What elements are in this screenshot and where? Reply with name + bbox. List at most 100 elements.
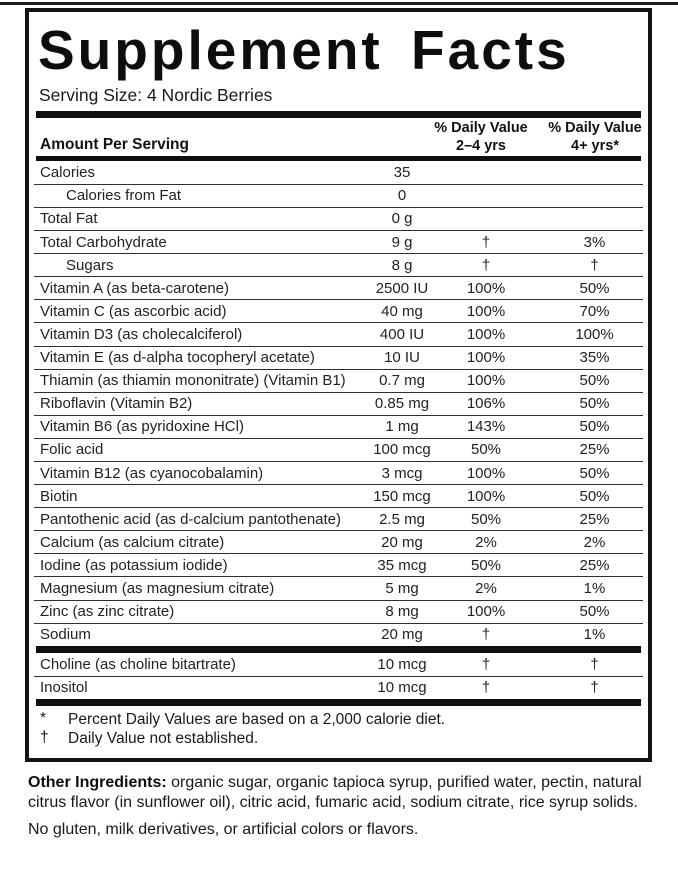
thick-rule-top (36, 111, 641, 119)
thick-rule-bottom (36, 698, 641, 706)
nutrient-name: Vitamin D3 (as cholecalciferol) (40, 325, 243, 343)
dv-4plus-value: 25% (579, 441, 610, 459)
dv-2-4-value: 100% (466, 279, 506, 297)
nutrient-amount: 10 mcg (377, 679, 427, 697)
nutrient-amount: 3 mcg (381, 464, 423, 482)
dv-2-4-value: 2% (475, 579, 497, 597)
nutrient-name: Zinc (as zinc citrate) (40, 603, 175, 621)
dv-4plus-value: 50% (579, 603, 610, 621)
dv-2-4-value: † (481, 655, 491, 673)
panel-title: Supplement Facts (38, 19, 570, 81)
other-ingredients-label: Other Ingredients: (28, 774, 167, 791)
daily-value-header-4plus: % Daily Value 4+ yrs* (548, 120, 642, 154)
dv-2-4-value: 106% (466, 395, 506, 413)
dv-2-4-value: 50% (470, 556, 502, 574)
nutrient-amount: 150 mcg (373, 487, 431, 505)
dv-2-4-value: 100% (466, 349, 506, 367)
nutrient-name: Biotin (40, 487, 78, 505)
nutrient-name: Folic acid (40, 441, 104, 459)
dv-4plus-value: 3% (583, 233, 606, 251)
nutrient-amount: 400 IU (379, 325, 425, 343)
nutrient-name: Vitamin C (as ascorbic acid) (40, 302, 227, 320)
dv-2-4-value: 143% (466, 418, 506, 436)
daily-value-header-2-4yrs: % Daily Value 2–4 yrs (434, 120, 528, 154)
nutrient-table-secondary: Choline (as choline bitartrate) 10 mcg † † I… (34, 653, 643, 699)
nutrient-name: Vitamin B6 (as pyridoxine HCl) (40, 418, 244, 436)
dv-4plus-value: 50% (579, 464, 610, 482)
nutrient-amount: 35 (393, 163, 411, 181)
nutrient-amount: 0.85 mg (374, 395, 430, 413)
nutrient-amount: 10 mcg (377, 655, 427, 673)
amount-per-serving-header: Amount Per Serving (40, 136, 189, 154)
table-row: Calories 35 (34, 161, 643, 184)
dv-4plus-value: 35% (579, 349, 610, 367)
nutrient-name: Total Fat (40, 210, 98, 228)
nutrient-amount: 20 mg (381, 626, 423, 644)
dv-2-4-value: 50% (470, 510, 502, 528)
serving-size: Serving Size: 4 Nordic Berries (39, 85, 273, 106)
nutrient-amount: 0 (397, 187, 407, 205)
dv-4plus-value: 50% (579, 418, 610, 436)
dv-4plus-value: 50% (579, 279, 610, 297)
dv-4plus-value: 50% (579, 487, 610, 505)
table-row: Vitamin C (as ascorbic acid) 40 mg 100% 70% (34, 299, 643, 322)
dv-2-4-value: 100% (466, 487, 506, 505)
table-row: Zinc (as zinc citrate) 8 mg 100% 50% (34, 599, 643, 623)
dv-2-4-value: 100% (466, 372, 506, 390)
nutrient-name: Vitamin B12 (as cyanocobalamin) (40, 464, 264, 482)
table-row: Sugars 8 g † † (34, 253, 643, 276)
table-row: Folic acid 100 mcg 50% 25% (34, 437, 643, 461)
dv-4plus-value: 1% (583, 579, 606, 597)
table-row: Pantothenic acid (as d-calcium pantothen… (34, 507, 643, 530)
nutrient-amount: 8 mg (385, 603, 419, 621)
dv-2-4-value: 100% (466, 464, 506, 482)
nutrient-name: Thiamin (as thiamin mononitrate) (Vitami… (40, 372, 346, 390)
nutrient-table-main: Calories 35 Calories from Fat 0 Total Fat 0 g… (34, 161, 643, 646)
label-top-edge-line (0, 2, 678, 5)
nutrient-amount: 2500 IU (375, 279, 429, 297)
dv-2-4-value: 100% (466, 302, 506, 320)
nutrient-amount: 35 mcg (377, 556, 427, 574)
nutrient-amount: 0.7 mg (379, 372, 425, 390)
dv-4plus-value: 50% (579, 395, 610, 413)
table-row: Vitamin B12 (as cyanocobalamin) 3 mcg 100%… (34, 460, 643, 484)
nutrient-name: Iodine (as potassium iodide) (40, 556, 228, 574)
table-row: Vitamin B6 (as pyridoxine HCl) 1 mg 143% 50… (34, 414, 643, 438)
nutrient-name: Riboflavin (Vitamin B2) (40, 395, 193, 413)
table-row: Inositol 10 mcg † † (34, 675, 643, 699)
table-row: Total Carbohydrate 9 g † 3% (34, 230, 643, 253)
nutrient-name: Sodium (40, 626, 91, 644)
dv-4plus-value: † (590, 256, 599, 274)
table-row: Calories from Fat 0 (34, 183, 643, 207)
table-row: Thiamin (as thiamin mononitrate) (Vitami… (34, 368, 643, 392)
nutrient-name: Sugars (66, 256, 114, 274)
dv-2-4-value: † (481, 626, 491, 644)
nutrient-name: Vitamin E (as d-alpha tocopheryl acetate… (40, 349, 315, 367)
below-panel-text: Other Ingredients: organic sugar, organi… (28, 773, 652, 840)
nutrient-name: Calories from Fat (66, 187, 182, 205)
nutrient-name: Pantothenic acid (as d-calcium pantothen… (40, 510, 342, 528)
dv-2-4-value: 50% (470, 441, 502, 459)
other-ingredients: Other Ingredients: organic sugar, organi… (28, 773, 652, 812)
footnote-asterisk: * Percent Daily Values are based on a 2,… (40, 709, 446, 728)
dv-2-4-value: 100% (466, 603, 506, 621)
dv-4plus-value: 70% (579, 302, 610, 320)
dv-4plus-value: † (590, 655, 599, 673)
dv-4plus-value: 25% (579, 510, 610, 528)
nutrient-amount: 2.5 mg (379, 510, 425, 528)
table-row: Calcium (as calcium citrate) 20 mg 2% 2% (34, 530, 643, 553)
dv-2-4-value: 100% (466, 325, 506, 343)
nutrient-amount: 40 mg (381, 302, 423, 320)
dv-4plus-value: 1% (583, 626, 606, 644)
nutrient-amount: 9 g (391, 233, 413, 251)
supplement-facts-panel: Supplement Facts Serving Size: 4 Nordic … (25, 8, 652, 762)
nutrient-name: Vitamin A (as beta-carotene) (40, 279, 229, 297)
thick-rule-mid (36, 645, 641, 653)
nutrient-amount: 20 mg (381, 533, 423, 551)
nutrient-amount: 5 mg (385, 579, 419, 597)
other-ingredients-text: organic sugar, organic tapioca syrup, pu… (28, 774, 642, 811)
allergen-statement: No gluten, milk derivatives, or artifici… (28, 821, 419, 838)
medium-rule-under-header (36, 156, 641, 161)
table-row: Vitamin A (as beta-carotene) 2500 IU 100% 5… (34, 276, 643, 299)
table-row: Choline (as choline bitartrate) 10 mcg † † (34, 653, 643, 676)
